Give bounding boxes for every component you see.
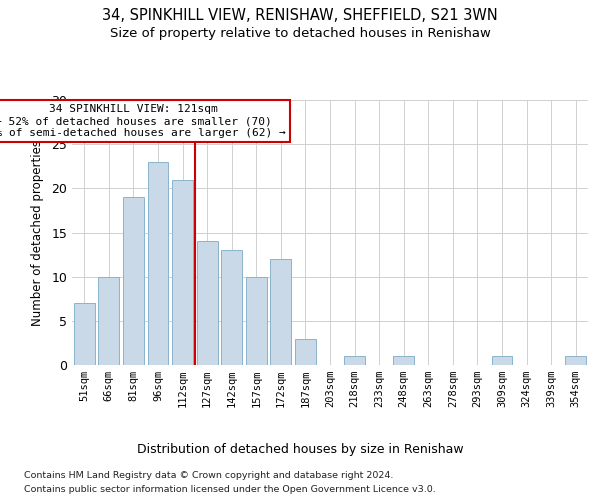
Bar <box>393 356 414 365</box>
Bar <box>74 303 95 365</box>
Bar <box>271 259 292 365</box>
Text: Distribution of detached houses by size in Renishaw: Distribution of detached houses by size … <box>137 442 463 456</box>
Y-axis label: Number of detached properties: Number of detached properties <box>31 140 44 326</box>
Text: 34 SPINKHILL VIEW: 121sqm
← 52% of detached houses are smaller (70)
46% of semi-: 34 SPINKHILL VIEW: 121sqm ← 52% of detac… <box>0 104 286 138</box>
Bar <box>197 242 218 365</box>
Text: Contains HM Land Registry data © Crown copyright and database right 2024.: Contains HM Land Registry data © Crown c… <box>24 471 394 480</box>
Bar <box>246 276 267 365</box>
Bar <box>344 356 365 365</box>
Bar <box>123 197 144 365</box>
Bar <box>172 180 193 365</box>
Text: Contains public sector information licensed under the Open Government Licence v3: Contains public sector information licen… <box>24 485 436 494</box>
Bar <box>491 356 512 365</box>
Bar <box>221 250 242 365</box>
Text: 34, SPINKHILL VIEW, RENISHAW, SHEFFIELD, S21 3WN: 34, SPINKHILL VIEW, RENISHAW, SHEFFIELD,… <box>102 8 498 22</box>
Bar <box>565 356 586 365</box>
Text: Size of property relative to detached houses in Renishaw: Size of property relative to detached ho… <box>110 28 490 40</box>
Bar <box>148 162 169 365</box>
Bar <box>98 276 119 365</box>
Bar <box>295 338 316 365</box>
